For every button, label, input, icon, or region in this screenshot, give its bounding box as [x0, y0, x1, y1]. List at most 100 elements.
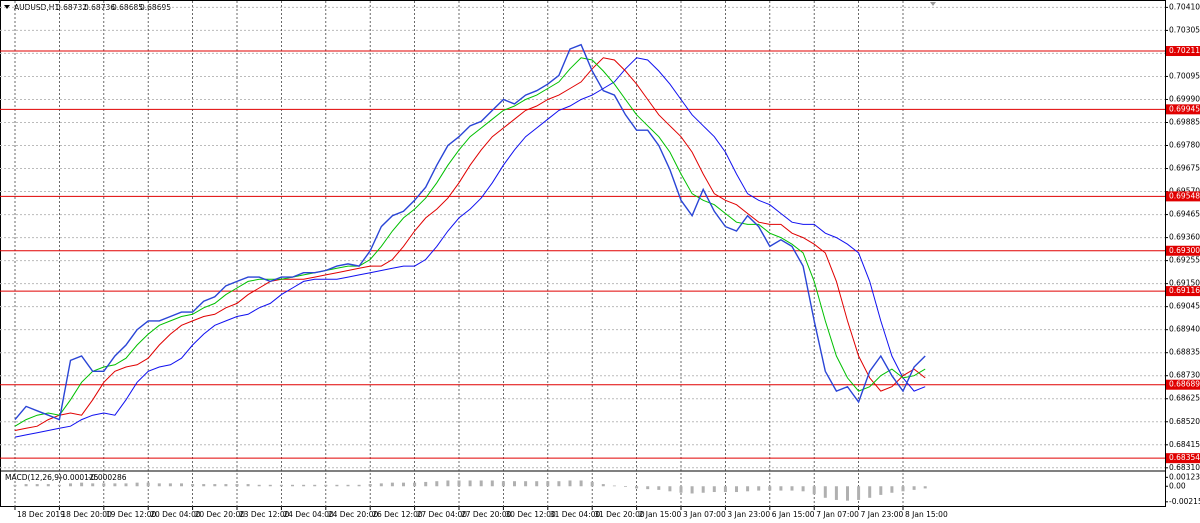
macd-bar — [535, 481, 539, 487]
macd-bar — [612, 485, 616, 487]
macd-bar — [113, 483, 117, 487]
y-tick-label: 0.69780 — [1169, 141, 1200, 150]
quote-value: 0.68732 — [56, 3, 87, 12]
x-tick-label: 18 Dec 20:00 — [61, 510, 112, 519]
x-tick-label: 19 Dec 12:00 — [106, 510, 157, 519]
y-tick-label: 0.69255 — [1169, 256, 1200, 265]
macd-bar — [324, 484, 328, 487]
shift-marker — [930, 2, 936, 6]
quote-value: 0.68736 — [84, 3, 115, 12]
macd-reading: -0.000125 — [60, 473, 99, 482]
macd-bar — [35, 484, 39, 487]
x-tick-label: 27 Dec 20:00 — [461, 510, 512, 519]
macd-bar — [490, 480, 494, 487]
menu-arrow[interactable] — [4, 5, 10, 9]
x-tick-label: 30 Dec 12:00 — [505, 510, 556, 519]
x-tick-label: 24 Dec 20:00 — [328, 510, 379, 519]
macd-bar — [890, 486, 894, 493]
y-tick-label: 0.68835 — [1169, 348, 1200, 357]
price-level-tag — [1166, 104, 1200, 115]
macd-bar — [291, 484, 294, 487]
macd-bar — [923, 486, 927, 489]
macd-bar — [624, 486, 627, 487]
price-level-label: 0.68354 — [1169, 453, 1200, 462]
y-tick-label: 0.69990 — [1169, 94, 1200, 103]
macd-bar — [124, 483, 128, 487]
price-level-tag — [1166, 286, 1200, 297]
macd-bar — [757, 486, 761, 491]
x-tick-label: 20 Dec 04:00 — [150, 510, 201, 519]
macd-bar — [823, 486, 827, 498]
x-tick-label: 8 Jan 15:00 — [905, 510, 948, 519]
quote-value: 0.68695 — [140, 3, 171, 12]
macd-bar — [279, 484, 283, 487]
macd-bar — [224, 484, 228, 487]
x-tick-label: 7 Jan 07:00 — [816, 510, 859, 519]
moving-average — [14, 57, 926, 438]
macd-bar — [812, 486, 816, 495]
macd-bar — [568, 480, 572, 487]
x-tick-label: 2 Jan 15:00 — [639, 510, 682, 519]
macd-bar — [912, 486, 916, 490]
macd-reading: -0.000286 — [88, 473, 127, 482]
macd-bar — [435, 481, 439, 487]
macd-bar — [868, 486, 872, 498]
macd-bar — [102, 483, 106, 487]
macd-bar — [257, 484, 261, 487]
macd-bar — [46, 484, 50, 487]
x-tick-label: 7 Jan 23:00 — [861, 510, 904, 519]
macd-bar — [801, 486, 805, 492]
macd-bar — [191, 484, 195, 487]
y-tick-label: 0.69465 — [1169, 210, 1200, 219]
macd-bar — [601, 484, 605, 487]
x-tick-label: 31 Dec 20:00 — [594, 510, 645, 519]
macd-bar — [479, 480, 483, 487]
x-tick-label: 27 Dec 04:00 — [417, 510, 468, 519]
y-tick-label: 0.69885 — [1169, 117, 1200, 126]
macd-bar — [390, 482, 394, 487]
macd-bar — [679, 486, 683, 493]
macd-bar — [857, 486, 861, 500]
y-tick-label: 0.68940 — [1169, 325, 1200, 334]
macd-bar — [91, 483, 95, 487]
y-tick-label: 0.70305 — [1169, 25, 1200, 34]
macd-bar — [668, 486, 672, 492]
macd-bar — [24, 484, 28, 487]
macd-tick-label: -0.002159 — [1169, 497, 1200, 506]
macd-bar — [357, 484, 361, 487]
macd-bar — [646, 486, 650, 490]
y-tick-label: 0.69570 — [1169, 187, 1200, 196]
macd-bar — [735, 486, 738, 493]
x-tick-label: 20 Dec 20:00 — [195, 510, 246, 519]
y-tick-label: 0.69150 — [1169, 279, 1200, 288]
price-level-label: 0.69548 — [1169, 191, 1200, 200]
price-level-tag — [1166, 453, 1200, 464]
macd-bar — [69, 483, 72, 487]
macd-bar — [501, 481, 505, 487]
price-level-label: 0.70211 — [1169, 46, 1200, 55]
x-tick-label: 31 Dec 04:00 — [550, 510, 601, 519]
macd-bar — [424, 481, 428, 487]
macd-bar — [790, 486, 794, 491]
macd-bar — [779, 486, 783, 491]
macd-bar — [846, 486, 849, 501]
y-tick-label: 0.69360 — [1169, 233, 1200, 242]
macd-bar — [546, 481, 550, 487]
macd-bar — [468, 480, 472, 487]
y-tick-label: 0.69675 — [1169, 164, 1200, 173]
x-tick-label: 3 Jan 07:00 — [683, 510, 726, 519]
macd-bar — [446, 480, 450, 487]
macd-bar — [202, 484, 206, 487]
y-tick-label: 0.69045 — [1169, 302, 1200, 311]
macd-bar — [879, 486, 883, 495]
macd-bar — [524, 481, 528, 487]
moving-average — [14, 57, 926, 431]
quote-value: 0.68685 — [112, 3, 143, 12]
macd-bar — [513, 481, 516, 487]
macd-bar — [635, 486, 639, 489]
macd-bar — [379, 483, 383, 487]
macd-bar — [701, 486, 705, 493]
y-tick-label: 0.68625 — [1169, 394, 1200, 403]
price-level-label: 0.69945 — [1169, 104, 1200, 113]
